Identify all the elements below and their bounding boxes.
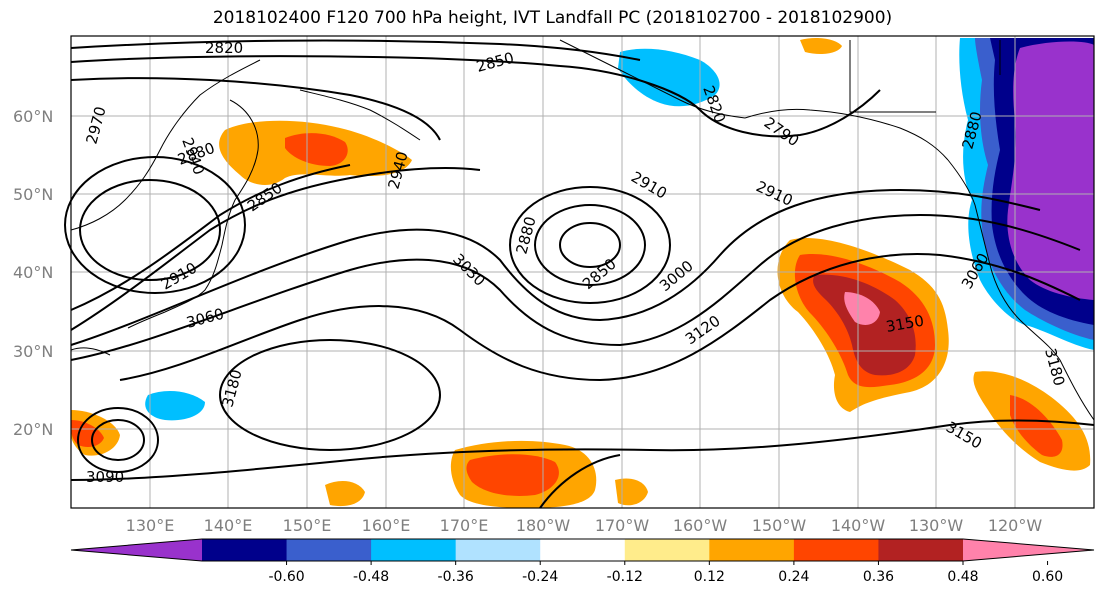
ivt-shading-gulf-alaska-blue: [618, 48, 720, 107]
lon-label: 130°W: [909, 516, 964, 535]
lat-label: 50°N: [13, 185, 53, 204]
colorbar-segment: [286, 539, 372, 561]
ivt-shading-subtropical-west: [145, 390, 205, 421]
lon-label: 180°W: [516, 516, 571, 535]
lon-label: 150°W: [752, 516, 807, 535]
chart-title: 2018102400 F120 700 hPa height, IVT Land…: [212, 8, 893, 28]
lon-label: 140°E: [204, 516, 253, 535]
lon-label: 130°E: [126, 516, 175, 535]
colorbar-tick-label: 0.24: [778, 569, 809, 585]
lon-label: 160°E: [362, 516, 411, 535]
colorbar-tick-label: -0.24: [522, 569, 558, 585]
colorbar-tick-label: 0.36: [863, 569, 894, 585]
colorbar-segment: [455, 539, 541, 561]
graticule: [71, 36, 1094, 508]
latitude-labels: 60°N 50°N 40°N 30°N 20°N: [13, 107, 53, 439]
colorbar-tick-label: 0.12: [694, 569, 725, 585]
colorbar-tick-label: 0.60: [1032, 569, 1063, 585]
lon-label: 170°E: [440, 516, 489, 535]
colorbar: -0.60 -0.48 -0.36 -0.24 -0.12 0.12 0.24 0.36 0.4…: [70, 538, 1095, 585]
colorbar-segment: [371, 539, 457, 561]
lat-label: 60°N: [13, 107, 53, 126]
colorbar-segment: [878, 539, 964, 561]
colorbar-extend-max: [963, 539, 1094, 561]
lon-label: 140°W: [831, 516, 886, 535]
lon-label: 160°W: [673, 516, 728, 535]
height-contours: [64, 39, 1095, 509]
colorbar-tick-label: 0.48: [947, 569, 978, 585]
colorbar-tick-label: -0.12: [607, 569, 643, 585]
contour-label: 3090: [86, 468, 124, 486]
coastlines: [70, 39, 1095, 421]
lon-label: 150°E: [283, 516, 332, 535]
colorbar-tick-label: -0.36: [438, 569, 474, 585]
colorbar-segment: [202, 539, 288, 561]
contour-label: 2820: [205, 39, 243, 57]
colorbar-tick-label: -0.48: [353, 569, 389, 585]
lat-label: 30°N: [13, 342, 53, 361]
lat-label: 40°N: [13, 263, 53, 282]
map-frame: [70, 35, 1095, 509]
colorbar-segment: [793, 539, 879, 561]
colorbar-tick-label: -0.60: [268, 569, 304, 585]
longitude-labels: 130°E 140°E 150°E 160°E 170°E 180°W 170°…: [126, 516, 1043, 535]
lat-label: 20°N: [13, 420, 53, 439]
colorbar-segment: [709, 539, 795, 561]
colorbar-outline: [70, 538, 1095, 562]
colorbar-segment: [540, 539, 626, 561]
lon-label: 170°W: [595, 516, 650, 535]
colorbar-extend-min: [71, 539, 202, 561]
colorbar-segment: [624, 539, 710, 561]
lon-label: 120°W: [988, 516, 1043, 535]
